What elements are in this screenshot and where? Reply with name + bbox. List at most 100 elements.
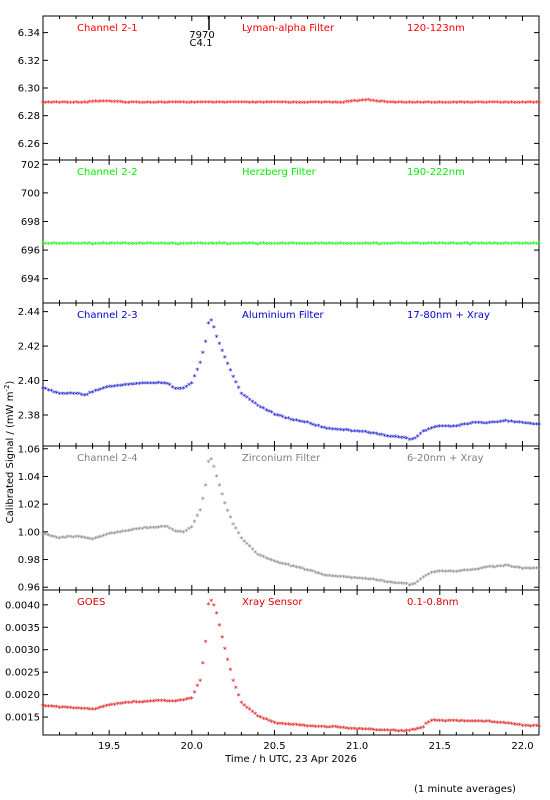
data-point: *: [256, 402, 260, 411]
data-point: *: [355, 98, 359, 107]
data-point: *: [118, 99, 122, 108]
data-point: *: [126, 699, 130, 708]
data-point: *: [261, 405, 265, 414]
data-point: *: [399, 240, 403, 249]
data-point: *: [77, 100, 81, 109]
flare-annotation-class: C4.1: [190, 38, 213, 49]
data-point: *: [529, 99, 533, 108]
data-point: *: [71, 705, 75, 714]
data-point: *: [220, 491, 224, 500]
y-tick-label: 6.32: [18, 56, 40, 67]
data-point: *: [468, 241, 472, 250]
data-point: *: [336, 573, 340, 582]
data-point: *: [44, 531, 48, 540]
data-point: *: [441, 99, 445, 108]
data-point: *: [441, 718, 445, 727]
panels-layer: 6.266.286.306.326.34********************…: [5, 15, 541, 752]
data-point: *: [452, 568, 456, 577]
data-point: *: [416, 240, 420, 249]
data-point: *: [479, 565, 483, 574]
data-point: *: [187, 240, 191, 249]
data-point: *: [278, 240, 282, 249]
data-point: *: [245, 241, 249, 250]
data-point: *: [518, 721, 522, 730]
data-point: *: [410, 436, 414, 445]
data-point: *: [66, 390, 70, 399]
data-point: *: [369, 576, 373, 585]
data-point: *: [231, 521, 235, 530]
data-point: *: [460, 99, 464, 108]
data-point: *: [328, 426, 332, 435]
data-point: *: [256, 241, 260, 250]
data-point: *: [358, 725, 362, 734]
data-point: *: [385, 433, 389, 442]
data-point: *: [245, 704, 249, 713]
data-point: *: [314, 723, 318, 732]
data-point: *: [171, 240, 175, 249]
data-point: *: [295, 241, 299, 250]
y-tick-label: 0.0040: [5, 600, 40, 611]
data-point: *: [281, 240, 285, 249]
data-point: *: [272, 241, 276, 250]
data-point: *: [259, 404, 263, 413]
data-point: *: [457, 423, 461, 432]
data-point: *: [372, 97, 376, 106]
data-point: *: [529, 421, 533, 430]
data-point: *: [449, 240, 453, 249]
data-point: *: [143, 525, 147, 534]
data-point: *: [297, 240, 301, 249]
data-point: *: [162, 697, 166, 706]
data-point: *: [317, 99, 321, 108]
data-point: *: [165, 524, 169, 533]
y-tick-label: 0.0035: [5, 623, 40, 634]
data-point: *: [501, 241, 505, 250]
data-point: *: [281, 414, 285, 423]
data-point: *: [413, 99, 417, 108]
data-point: *: [308, 723, 312, 732]
data-point: *: [405, 435, 409, 444]
data-point: *: [237, 692, 241, 701]
data-point: *: [220, 99, 224, 108]
data-point: *: [165, 99, 169, 108]
data-point: *: [245, 99, 249, 108]
data-point: *: [430, 425, 434, 434]
data-point: *: [272, 558, 276, 567]
data-point: *: [424, 721, 428, 730]
data-point: *: [193, 100, 197, 109]
data-point: *: [267, 240, 271, 249]
data-point: *: [275, 412, 279, 421]
data-point: *: [124, 240, 128, 249]
data-point: *: [303, 419, 307, 428]
data-point: *: [212, 99, 216, 108]
data-point: *: [239, 99, 243, 108]
data-point: *: [113, 241, 117, 250]
data-point: *: [419, 725, 423, 734]
data-point: *: [217, 341, 221, 350]
data-point: *: [242, 240, 246, 249]
data-point: *: [391, 434, 395, 443]
data-point: *: [482, 565, 486, 574]
data-point: *: [190, 524, 194, 533]
data-point: *: [93, 241, 97, 250]
data-point: *: [261, 553, 265, 562]
data-point: *: [179, 241, 183, 250]
data-point: *: [438, 717, 442, 726]
data-point: *: [471, 420, 475, 429]
data-point: *: [47, 532, 51, 541]
data-point: *: [529, 566, 533, 575]
data-point: *: [485, 564, 489, 573]
data-point: *: [435, 100, 439, 109]
data-point: *: [272, 719, 276, 728]
data-point: *: [460, 422, 464, 431]
data-point: *: [443, 423, 447, 432]
data-point: *: [80, 705, 84, 714]
band-label: 17-80nm + Xray: [407, 310, 490, 321]
data-point: *: [416, 578, 420, 587]
data-point: *: [272, 411, 276, 420]
data-point: *: [248, 99, 252, 108]
data-point: *: [306, 723, 310, 732]
data-point: *: [493, 240, 497, 249]
data-point: *: [493, 564, 497, 573]
data-point: *: [58, 704, 62, 713]
y-axis-label-main: Calibrated Signal / (mW m: [5, 392, 16, 524]
